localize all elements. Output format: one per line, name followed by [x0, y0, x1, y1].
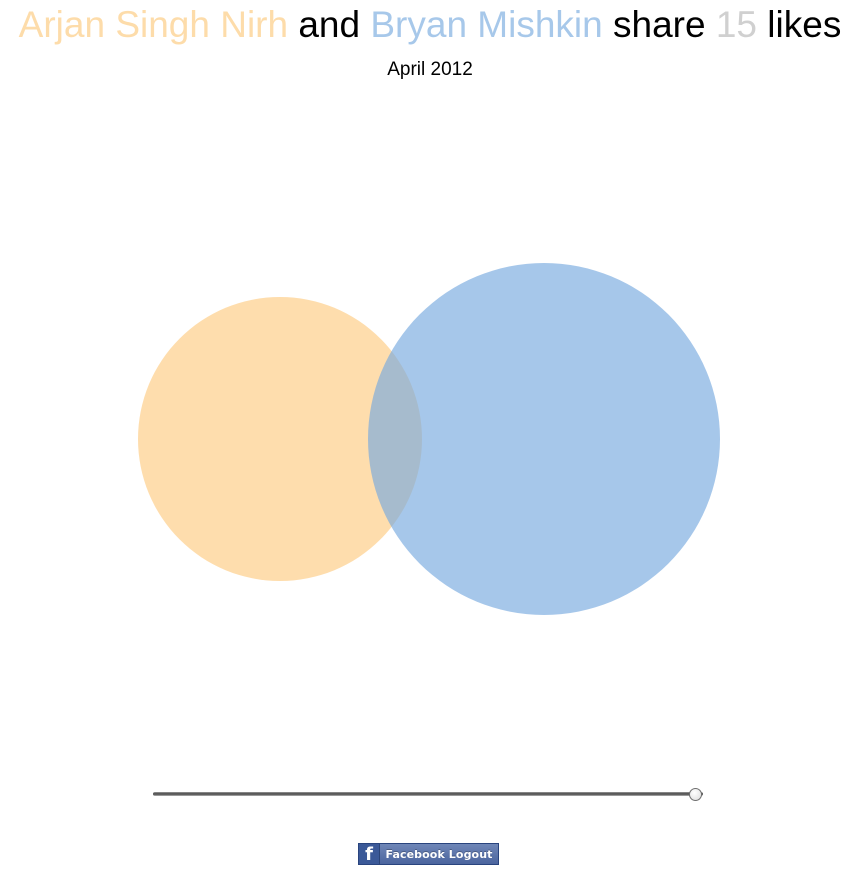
- venn-circle-person2: [368, 263, 720, 615]
- date-label: April 2012: [387, 59, 473, 80]
- timeline-slider[interactable]: [153, 786, 705, 804]
- facebook-logout-label: Facebook Logout: [385, 847, 493, 861]
- facebook-icon: f: [359, 844, 380, 864]
- venn-circle-person1: [138, 297, 422, 581]
- shared-likes-count: 15: [715, 4, 758, 45]
- likes-word: likes: [767, 4, 842, 45]
- slider-thumb[interactable]: [688, 788, 702, 801]
- slider-track[interactable]: [153, 792, 703, 796]
- person1-name: Arjan Singh Nirh: [18, 4, 289, 45]
- facebook-logout-button[interactable]: f Facebook Logout: [358, 843, 499, 865]
- verb-text: share: [613, 4, 706, 45]
- person2-name: Bryan Mishkin: [370, 4, 603, 45]
- connector-text: and: [298, 4, 361, 45]
- headline: Arjan Singh Nirh and Bryan Mishkin share…: [0, 2, 860, 48]
